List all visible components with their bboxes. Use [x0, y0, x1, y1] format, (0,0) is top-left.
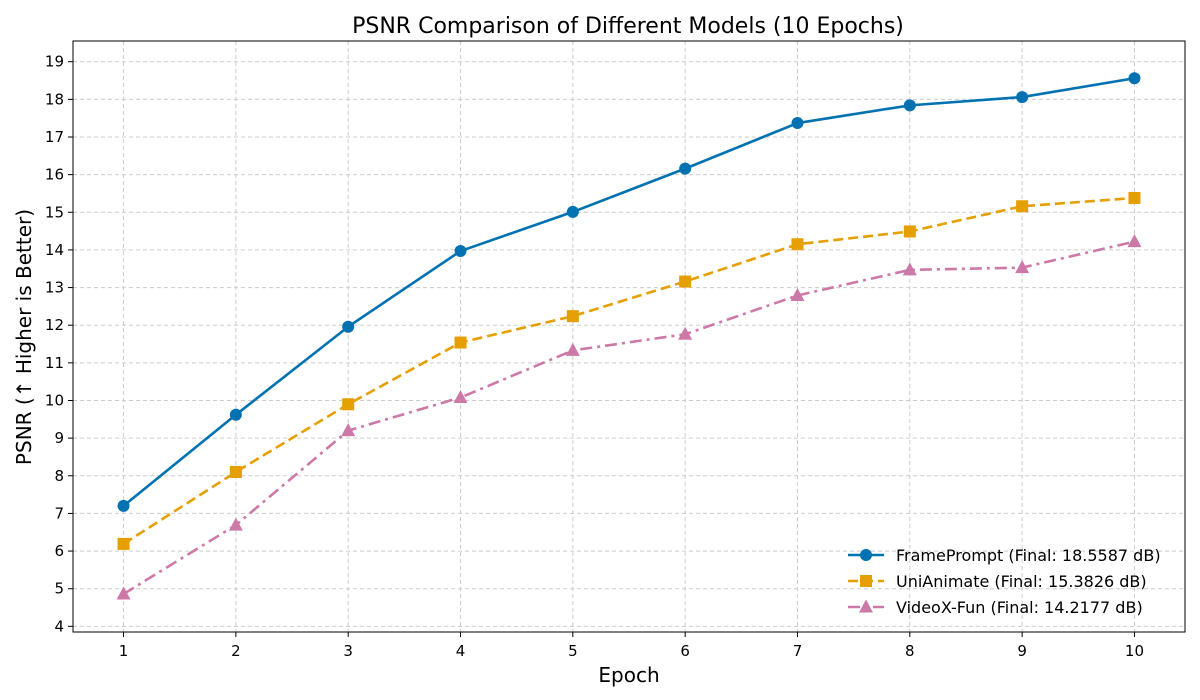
frameprompt-point: [454, 245, 467, 258]
videox-fun-line: [122, 240, 1135, 596]
legend-item-frameprompt: FramePrompt (Final: 18.5587 dB): [848, 546, 1161, 565]
unianimate-point: [1016, 200, 1029, 213]
y-axis-label: PSNR (↑ Higher is Better): [12, 209, 36, 465]
videox-fun-point: [116, 586, 131, 600]
frameprompt-point: [229, 408, 242, 421]
legend-item-videox-fun: VideoX-Fun (Final: 14.2177 dB): [848, 598, 1143, 617]
legend: FramePrompt (Final: 18.5587 dB) UniAnimat…: [848, 546, 1161, 617]
unianimate-point: [342, 398, 355, 411]
videox-fun-point: [1127, 234, 1142, 248]
unianimate-point: [1128, 191, 1141, 204]
frameprompt-point: [791, 117, 804, 130]
grid-lines: [73, 41, 1185, 632]
y-tick-label: 7: [54, 504, 64, 522]
x-tick-label: 1: [119, 642, 129, 660]
x-tick-label: 10: [1125, 642, 1144, 660]
videox-fun-point: [228, 517, 243, 531]
legend-marker: [860, 575, 872, 587]
videox-fun-point: [1015, 260, 1030, 274]
unianimate-point: [117, 537, 130, 550]
x-tick-label: 5: [568, 642, 578, 660]
unianimate-point: [229, 466, 242, 479]
legend-marker: [860, 549, 872, 561]
unianimate-point: [566, 310, 579, 323]
videox-fun-point: [565, 342, 580, 356]
frameprompt-point: [342, 320, 355, 333]
videox-fun-point: [341, 423, 356, 437]
x-tick-label: 4: [456, 642, 466, 660]
y-tick-label: 17: [45, 128, 64, 146]
unianimate-point: [679, 275, 692, 288]
y-tick-label: 10: [45, 391, 64, 409]
legend-label: UniAnimate (Final: 15.3826 dB): [896, 572, 1147, 591]
y-tick-label: 11: [45, 354, 64, 372]
videox-fun-point: [678, 326, 693, 340]
y-tick-label: 4: [54, 617, 64, 635]
y-tick-label: 5: [54, 580, 64, 598]
frameprompt-point: [566, 205, 579, 218]
x-tick-label: 8: [905, 642, 915, 660]
series-frameprompt: [117, 72, 1141, 512]
videox-fun-point: [902, 262, 917, 276]
unianimate-point: [903, 225, 916, 238]
videox-fun-point: [453, 389, 468, 403]
legend-label: VideoX-Fun (Final: 14.2177 dB): [896, 598, 1143, 617]
x-tick-label: 6: [680, 642, 690, 660]
x-tick-label: 7: [793, 642, 803, 660]
y-tick-label: 19: [45, 53, 64, 71]
legend-marker: [859, 599, 873, 613]
series-videox-fun: [116, 234, 1142, 600]
frameprompt-point: [1016, 91, 1029, 104]
y-tick-label: 16: [45, 166, 64, 184]
unianimate-point: [791, 238, 804, 251]
x-axis-label: Epoch: [598, 663, 659, 687]
y-tick-label: 6: [54, 542, 64, 560]
frameprompt-point: [1128, 72, 1141, 85]
x-tick-label: 2: [231, 642, 241, 660]
x-tick-label: 3: [343, 642, 353, 660]
y-tick-label: 14: [45, 241, 64, 259]
unianimate-line: [122, 196, 1135, 546]
unianimate-point: [454, 336, 467, 349]
legend-item-unianimate: UniAnimate (Final: 15.3826 dB): [848, 572, 1147, 591]
x-tick-label: 9: [1017, 642, 1027, 660]
frameprompt-point: [903, 99, 916, 112]
y-tick-label: 9: [54, 429, 64, 447]
y-tick-label: 8: [54, 467, 64, 485]
videox-fun-point: [790, 287, 805, 301]
y-tick-label: 15: [45, 203, 64, 221]
legend-label: FramePrompt (Final: 18.5587 dB): [896, 546, 1161, 565]
frameprompt-point: [117, 499, 130, 512]
y-tick-label: 12: [45, 316, 64, 334]
series-unianimate: [117, 191, 1141, 550]
chart-title: PSNR Comparison of Different Models (10 …: [352, 14, 904, 39]
y-tick-label: 18: [45, 90, 64, 108]
series-layer: [116, 72, 1142, 600]
frameprompt-line: [122, 76, 1135, 507]
y-tick-label: 13: [45, 279, 64, 297]
frameprompt-point: [679, 162, 692, 175]
plot-frame: [72, 40, 1186, 633]
